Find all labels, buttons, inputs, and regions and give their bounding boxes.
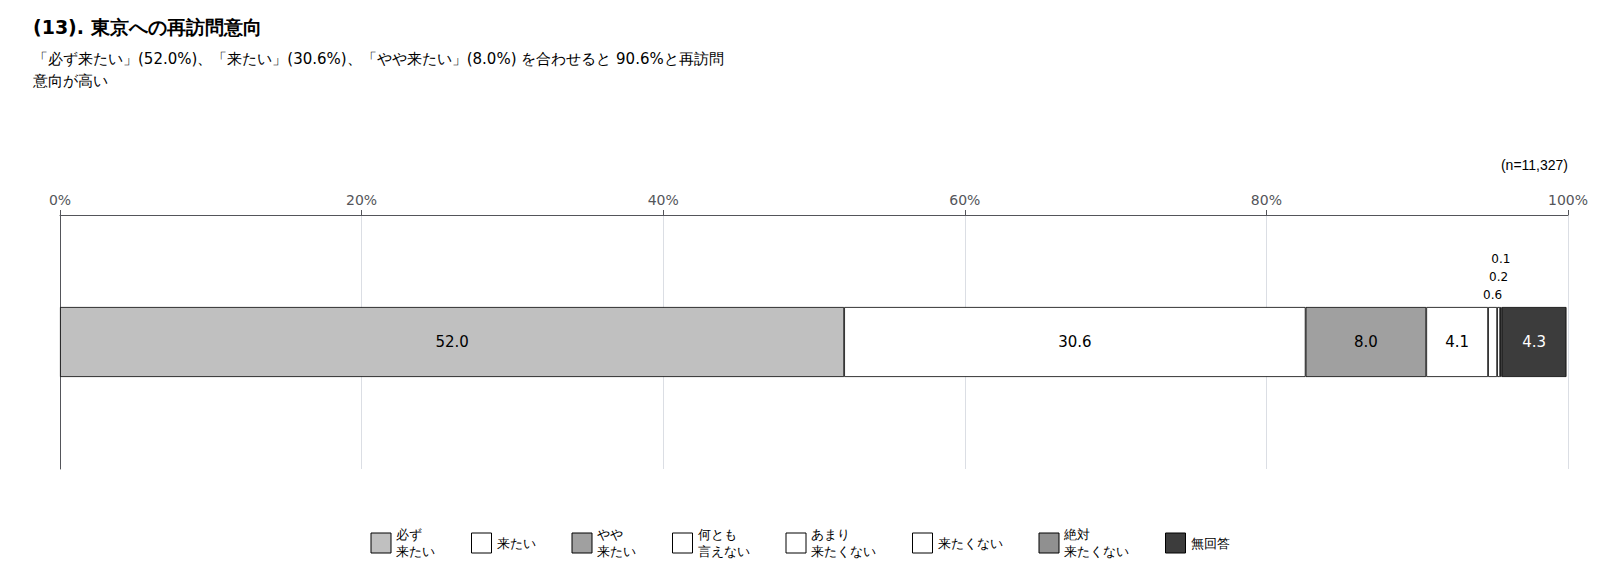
svg-text:4.1: 4.1 — [1445, 333, 1469, 351]
svg-text:何とも: 何とも — [698, 527, 737, 542]
svg-text:来たい: 来たい — [597, 544, 636, 559]
svg-text:60%: 60% — [949, 192, 980, 208]
svg-text:0.6: 0.6 — [1483, 288, 1502, 302]
svg-text:(13). 東京への再訪問意向: (13). 東京への再訪問意向 — [33, 16, 262, 38]
svg-text:20%: 20% — [346, 192, 377, 208]
svg-text:0.2: 0.2 — [1489, 270, 1508, 284]
svg-text:あまり: あまり — [811, 527, 850, 542]
svg-text:0.1: 0.1 — [1491, 252, 1510, 266]
svg-text:来たくない: 来たくない — [938, 536, 1003, 551]
svg-text:100%: 100% — [1548, 192, 1588, 208]
svg-text:52.0: 52.0 — [435, 333, 468, 351]
svg-text:やや: やや — [597, 527, 623, 542]
svg-text:来たくない: 来たくない — [811, 544, 876, 559]
svg-text:来たい: 来たい — [497, 536, 536, 551]
svg-text:意向が高い: 意向が高い — [32, 72, 108, 90]
svg-text:40%: 40% — [648, 192, 679, 208]
svg-text:無回答: 無回答 — [1191, 536, 1230, 551]
svg-text:来たくない: 来たくない — [1064, 544, 1129, 559]
svg-text:30.6: 30.6 — [1058, 333, 1091, 351]
svg-text:4.3: 4.3 — [1522, 333, 1546, 351]
svg-text:0%: 0% — [49, 192, 71, 208]
svg-text:来たい: 来たい — [396, 544, 435, 559]
svg-text:言えない: 言えない — [698, 544, 750, 559]
svg-text:「必ず来たい」(52.0%)、「来たい」(30.6%)、「や: 「必ず来たい」(52.0%)、「来たい」(30.6%)、「やや来たい」(8.0%… — [33, 50, 724, 68]
svg-text:8.0: 8.0 — [1354, 333, 1378, 351]
svg-text:80%: 80% — [1251, 192, 1282, 208]
svg-text:絶対: 絶対 — [1063, 527, 1090, 542]
svg-text:(n=11,327): (n=11,327) — [1501, 157, 1568, 173]
svg-text:必ず: 必ず — [396, 527, 422, 542]
